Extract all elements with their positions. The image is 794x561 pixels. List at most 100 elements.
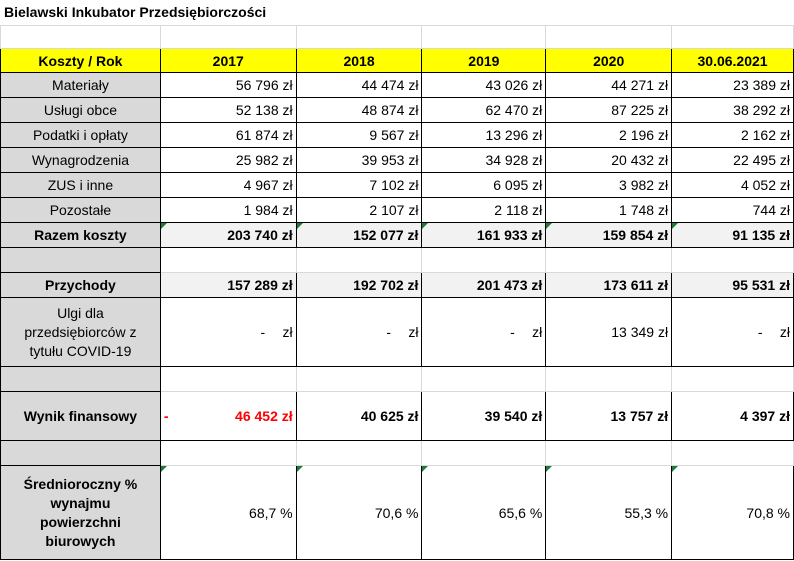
label-line: Średnioroczny % — [23, 475, 138, 492]
label-line: tytułu COVID-19 — [29, 342, 132, 359]
data-cell[interactable]: 25 982 zł — [159, 147, 297, 173]
row-label-total-costs[interactable]: Razem koszty — [0, 222, 161, 248]
data-cell[interactable]: 68,7 % — [159, 465, 297, 560]
data-cell[interactable]: 65,6 % — [421, 465, 547, 560]
data-cell-negative[interactable]: - 46 452 zł — [159, 391, 297, 441]
revenue-row: Przychody 157 289 zł 192 702 zł 201 473 … — [0, 272, 794, 298]
year-2019-cell[interactable]: 2019 — [421, 48, 547, 73]
row-label-other[interactable]: Pozostałe — [0, 197, 161, 223]
data-cell[interactable]: 52 138 zł — [159, 97, 297, 123]
data-cell[interactable]: - zł — [671, 297, 794, 367]
data-cell[interactable]: 22 495 zł — [671, 147, 794, 173]
data-cell[interactable]: 2 162 zł — [671, 122, 794, 148]
financial-table: Koszty / Rok 2017 2018 2019 2020 30.06.2… — [0, 25, 794, 560]
data-cell[interactable]: 3 982 zł — [545, 172, 673, 198]
data-cell[interactable]: 13 349 zł — [545, 297, 673, 367]
negative-value: 46 452 zł — [235, 408, 293, 424]
data-cell[interactable]: 7 102 zł — [295, 172, 423, 198]
row-label-covid-relief[interactable]: Ulgi dla przedsiębiorców z tytułu COVID-… — [0, 297, 161, 367]
unit-label: zł — [408, 324, 419, 340]
data-cell[interactable]: 34 928 zł — [421, 147, 547, 173]
data-cell[interactable]: 38 292 zł — [671, 97, 794, 123]
data-cell[interactable]: 4 967 zł — [159, 172, 297, 198]
year-2017-cell[interactable]: 2017 — [159, 48, 297, 73]
data-cell[interactable]: 23 389 zł — [671, 72, 794, 98]
data-cell[interactable]: 161 933 zł — [421, 222, 547, 248]
row-label-zus[interactable]: ZUS i inne — [0, 172, 161, 198]
data-cell[interactable]: 173 611 zł — [545, 272, 673, 298]
table-row: ZUS i inne 4 967 zł 7 102 zł 6 095 zł 3 … — [0, 172, 794, 198]
label-line: wynajmu — [50, 494, 111, 511]
dash-mark: - — [260, 324, 266, 340]
data-cell[interactable]: 87 225 zł — [545, 97, 673, 123]
row-label-salaries[interactable]: Wynagrodzenia — [0, 147, 161, 173]
data-cell[interactable]: 61 874 zł — [159, 122, 297, 148]
data-cell[interactable]: 40 625 zł — [295, 391, 423, 441]
data-cell[interactable]: 44 474 zł — [295, 72, 423, 98]
row-label-taxes[interactable]: Podatki i opłaty — [0, 122, 161, 148]
data-cell[interactable]: 43 026 zł — [421, 72, 547, 98]
data-cell[interactable]: - zł — [421, 297, 547, 367]
table-row: Podatki i opłaty 61 874 zł 9 567 zł 13 2… — [0, 122, 794, 148]
unit-label: zł — [532, 324, 543, 340]
data-cell[interactable]: 20 432 zł — [545, 147, 673, 173]
data-cell[interactable]: 4 397 zł — [671, 391, 794, 441]
data-cell[interactable]: 70,8 % — [671, 465, 794, 560]
data-cell[interactable]: 70,6 % — [295, 465, 423, 560]
data-cell[interactable]: 2 107 zł — [295, 197, 423, 223]
data-cell[interactable]: 91 135 zł — [671, 222, 794, 248]
data-cell[interactable]: 1 984 zł — [159, 197, 297, 223]
row-label-revenue[interactable]: Przychody — [0, 272, 161, 298]
data-cell[interactable]: 95 531 zł — [671, 272, 794, 298]
spacer-row — [0, 247, 794, 273]
data-cell[interactable]: 13 296 zł — [421, 122, 547, 148]
row-label-materials[interactable]: Materiały — [0, 72, 161, 98]
table-row: Wynagrodzenia 25 982 zł 39 953 zł 34 928… — [0, 147, 794, 173]
data-cell[interactable]: 55,3 % — [545, 465, 673, 560]
data-cell[interactable]: 203 740 zł — [159, 222, 297, 248]
year-2021-cell[interactable]: 30.06.2021 — [671, 48, 794, 73]
minus-sign: - — [163, 408, 169, 424]
label-line: powierzchni — [39, 513, 121, 530]
data-cell[interactable]: 159 854 zł — [545, 222, 673, 248]
data-cell[interactable]: 44 271 zł — [545, 72, 673, 98]
data-cell[interactable]: 56 796 zł — [159, 72, 297, 98]
result-row: Wynik finansowy - 46 452 zł 40 625 zł 39 … — [0, 391, 794, 441]
data-cell[interactable]: 192 702 zł — [295, 272, 423, 298]
data-cell[interactable]: 4 052 zł — [671, 172, 794, 198]
label-line: biurowych — [45, 532, 116, 549]
occupancy-row: Średnioroczny % wynajmu powierzchni biur… — [0, 465, 794, 560]
header-label-cell[interactable]: Koszty / Rok — [0, 48, 161, 73]
data-cell[interactable]: 39 540 zł — [421, 391, 547, 441]
year-2018-cell[interactable]: 2018 — [295, 48, 423, 73]
dash-mark: - — [510, 324, 515, 340]
header-row: Koszty / Rok 2017 2018 2019 2020 30.06.2… — [0, 48, 794, 73]
label-line: Ulgi dla — [57, 304, 104, 321]
data-cell[interactable]: - zł — [159, 297, 297, 367]
data-cell[interactable]: 48 874 zł — [295, 97, 423, 123]
data-cell[interactable]: 2 118 zł — [421, 197, 547, 223]
row-label-occupancy[interactable]: Średnioroczny % wynajmu powierzchni biur… — [0, 465, 161, 560]
data-cell[interactable]: 152 077 zł — [295, 222, 423, 248]
data-cell[interactable]: 1 748 zł — [545, 197, 673, 223]
year-2020-cell[interactable]: 2020 — [545, 48, 673, 73]
data-cell[interactable]: 157 289 zł — [159, 272, 297, 298]
total-costs-row: Razem koszty 203 740 zł 152 077 zł 161 9… — [0, 222, 794, 248]
data-cell[interactable]: 6 095 zł — [421, 172, 547, 198]
data-cell[interactable]: 9 567 zł — [295, 122, 423, 148]
spacer-row — [0, 366, 794, 392]
label-line: przedsiębiorców z — [24, 323, 137, 340]
data-cell[interactable]: 13 757 zł — [545, 391, 673, 441]
data-cell[interactable]: 62 470 zł — [421, 97, 547, 123]
data-cell[interactable]: - zł — [295, 297, 423, 367]
data-cell[interactable]: 2 196 zł — [545, 122, 673, 148]
data-cell[interactable]: 744 zł — [671, 197, 794, 223]
row-label-services[interactable]: Usługi obce — [0, 97, 161, 123]
unit-label: zł — [282, 324, 293, 340]
row-label-result[interactable]: Wynik finansowy — [0, 391, 161, 441]
relief-row: Ulgi dla przedsiębiorców z tytułu COVID-… — [0, 297, 794, 367]
spacer-row — [0, 440, 794, 466]
data-cell[interactable]: 201 473 zł — [421, 272, 547, 298]
data-cell[interactable]: 39 953 zł — [295, 147, 423, 173]
unit-label: zł — [779, 324, 790, 340]
